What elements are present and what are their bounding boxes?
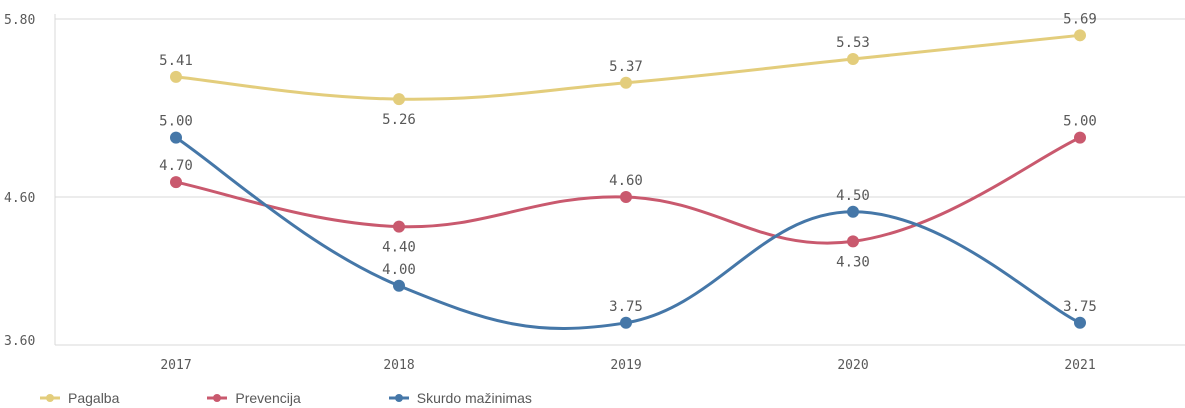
data-labels: 5.41 5.26 5.37 5.53 5.69 4.70 4.40 4.60 4.30 5.00… [159, 11, 1097, 314]
data-point[interactable] [847, 53, 859, 66]
data-label: 4.30 [836, 254, 870, 270]
data-point[interactable] [620, 316, 632, 329]
legend-item-pagalba: Pagalba [40, 390, 119, 406]
x-tick-label: 2018 [383, 358, 414, 373]
data-point[interactable] [1074, 316, 1086, 329]
data-point[interactable] [170, 70, 182, 83]
legend-marker-icon [40, 394, 60, 402]
x-tick-label: 2019 [610, 358, 641, 373]
data-label: 4.50 [836, 188, 870, 204]
data-label: 4.00 [382, 262, 416, 278]
data-point[interactable] [393, 279, 405, 292]
x-tick-label: 2017 [160, 358, 191, 373]
y-tick-labels: 5.80 4.60 3.60 [4, 13, 35, 349]
legend-marker-icon [207, 394, 228, 402]
data-label: 4.60 [609, 173, 643, 189]
legend-item-prevencija: Prevencija [207, 390, 301, 406]
chart-series [170, 29, 1086, 330]
line-chart: 5.80 4.60 3.60 2017 2018 2019 2020 2021 5.41… [4, 11, 1185, 373]
data-label: 5.41 [159, 53, 193, 69]
data-point[interactable] [393, 93, 405, 106]
legend-label: Prevencija [235, 390, 301, 406]
y-tick-label: 4.60 [4, 191, 35, 206]
legend-marker-icon [388, 394, 409, 402]
legend-item-skurdo-mazinimas: Skurdo mažinimas [388, 390, 532, 406]
data-label: 5.00 [159, 114, 193, 130]
data-point[interactable] [1074, 131, 1086, 144]
data-label: 5.53 [836, 35, 870, 51]
chart-legend: Pagalba Prevencija Skurdo mažinimas [40, 388, 620, 408]
data-point[interactable] [170, 176, 182, 189]
x-tick-label: 2020 [837, 358, 868, 373]
x-tick-label: 2021 [1064, 358, 1095, 373]
series-line [175, 136, 1081, 245]
data-label: 5.26 [382, 112, 416, 128]
data-label: 3.75 [609, 299, 643, 315]
data-label: 5.00 [1063, 114, 1097, 130]
data-label: 4.40 [382, 240, 416, 256]
legend-label: Pagalba [68, 390, 120, 406]
data-point[interactable] [620, 76, 632, 89]
data-point[interactable] [1074, 29, 1086, 42]
data-point[interactable] [847, 235, 859, 248]
y-tick-label: 5.80 [4, 13, 35, 28]
data-label: 4.70 [159, 158, 193, 174]
chart-grid [54, 14, 1185, 346]
y-tick-label: 3.60 [4, 334, 35, 349]
data-point[interactable] [170, 131, 182, 144]
data-label: 5.37 [609, 59, 643, 75]
legend-label: Skurdo mažinimas [416, 390, 532, 406]
data-point[interactable] [393, 220, 405, 233]
data-label: 3.75 [1063, 299, 1097, 315]
data-label: 5.69 [1063, 11, 1097, 27]
x-tick-labels: 2017 2018 2019 2020 2021 [160, 358, 1095, 373]
data-point[interactable] [847, 205, 859, 218]
data-point[interactable] [620, 191, 632, 203]
